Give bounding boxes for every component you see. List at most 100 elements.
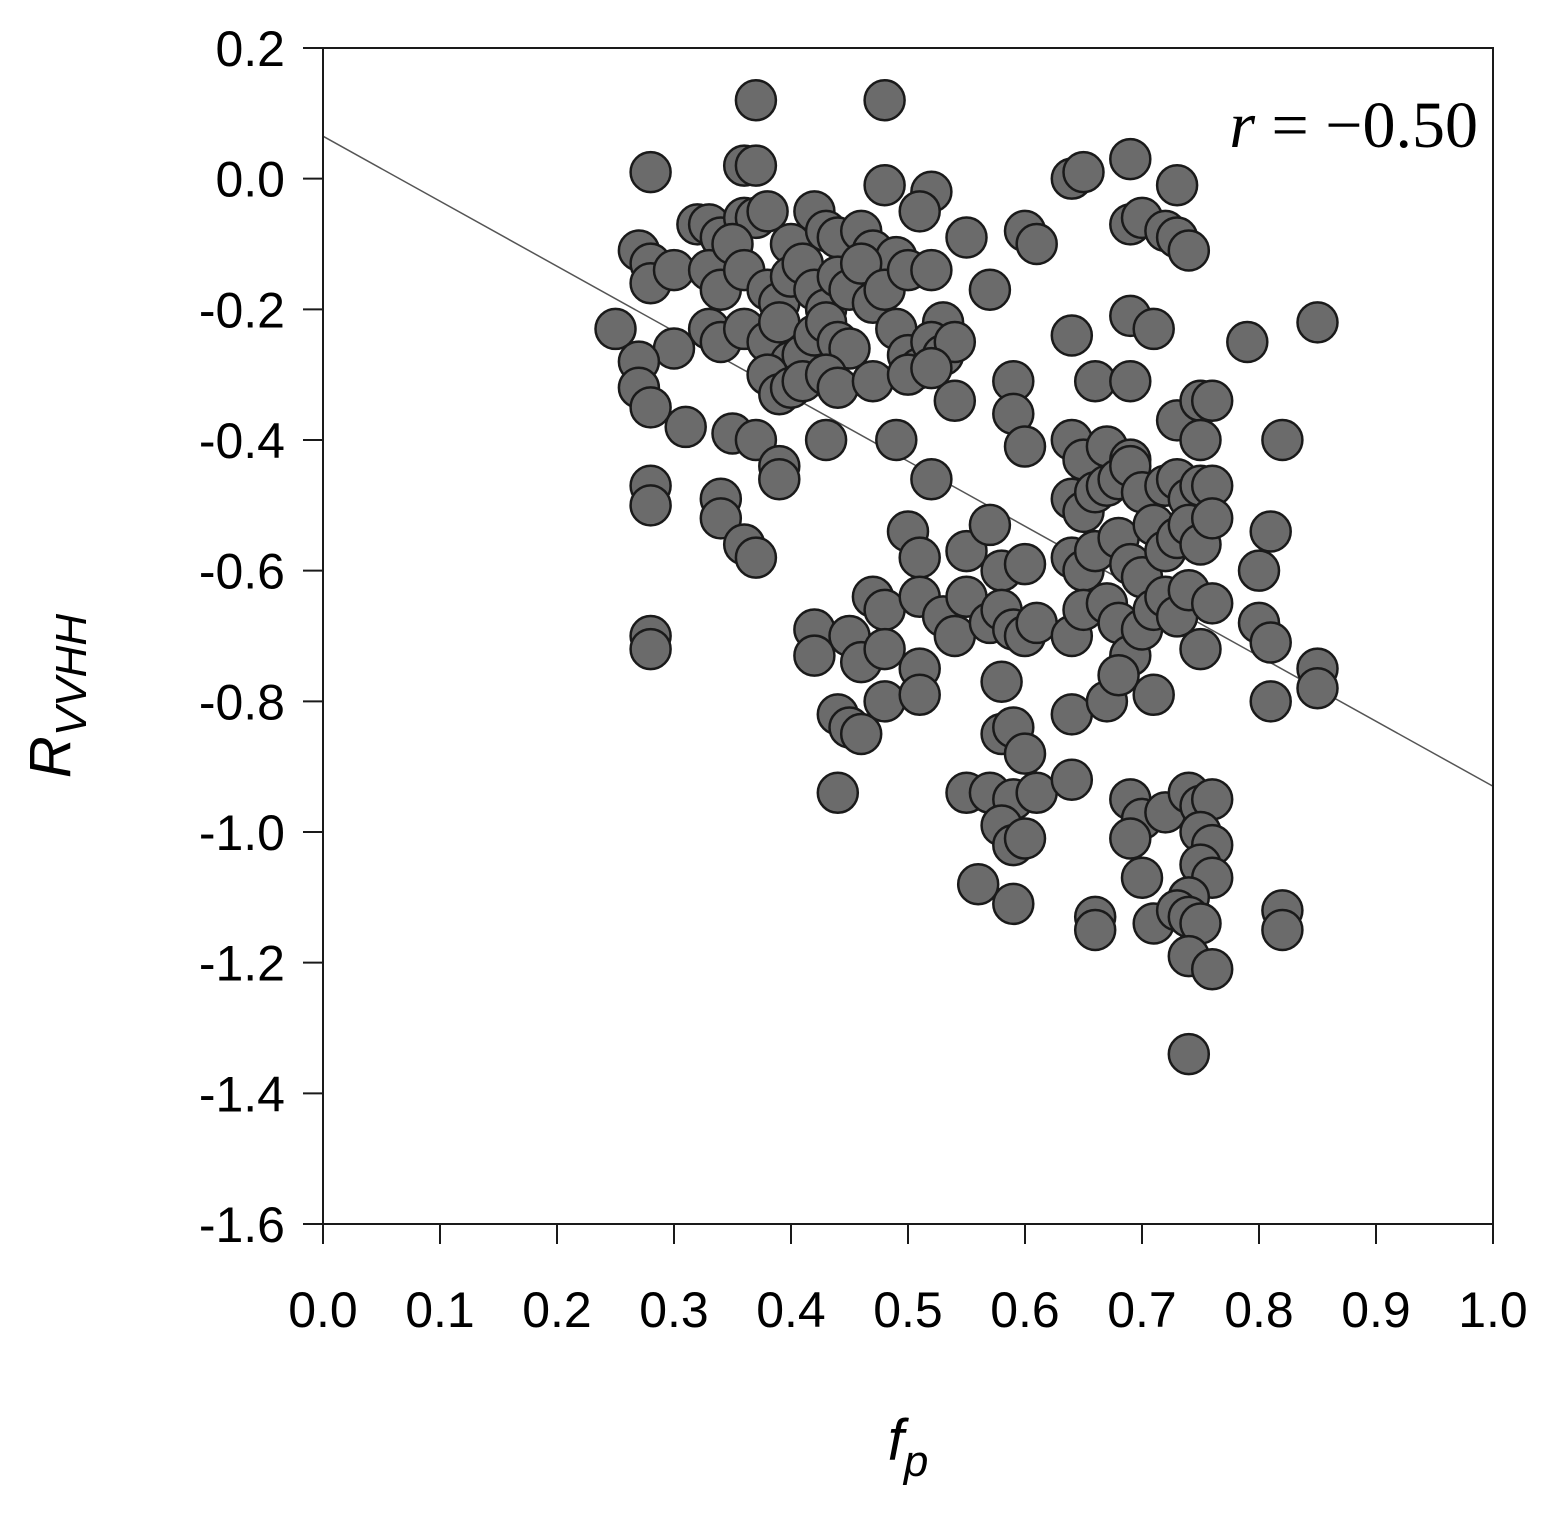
data-point: [1097, 653, 1140, 697]
x-tick-label: 1.0: [1458, 1282, 1528, 1338]
data-point: [1237, 549, 1281, 592]
data-point: [594, 307, 637, 351]
data-point: [629, 627, 672, 671]
x-tick-label: 0.7: [1107, 1282, 1177, 1338]
data-point: [1167, 1032, 1211, 1076]
y-tick-label: -0.6: [199, 544, 285, 600]
trendline-layer: [322, 135, 1494, 787]
data-point: [1226, 320, 1269, 364]
x-tick-label: 0.3: [639, 1282, 709, 1338]
data-point: [1190, 497, 1234, 540]
data-point: [863, 79, 906, 122]
x-tick-label: 0.5: [873, 1282, 943, 1338]
data-point: [863, 680, 906, 723]
x-tick-label: 0.1: [405, 1282, 475, 1338]
data-point: [1050, 314, 1094, 357]
data-point: [1261, 418, 1304, 462]
data-point: [1190, 379, 1234, 423]
data-point: [863, 163, 906, 207]
data-point: [1003, 817, 1047, 860]
data-point: [968, 268, 1012, 311]
y-axis-title-sub: VVHH: [47, 614, 96, 736]
data-point: [933, 379, 977, 423]
y-axis-title: RVVHH: [18, 614, 96, 778]
data-point: [875, 418, 918, 462]
data-point: [1155, 163, 1199, 207]
data-point: [629, 484, 672, 527]
data-point: [863, 627, 906, 671]
data-point: [734, 536, 778, 579]
data-points-layer: [594, 79, 1339, 1076]
trendline: [322, 135, 1494, 787]
data-point: [1003, 542, 1047, 586]
y-tick-label: -1.0: [199, 805, 285, 861]
data-point: [1050, 758, 1094, 801]
data-point: [945, 216, 988, 259]
data-point: [1249, 510, 1292, 553]
x-tick-label: 0.8: [1224, 1282, 1294, 1338]
data-point: [1073, 908, 1117, 952]
y-tick-label: -0.2: [199, 282, 285, 338]
data-point: [816, 771, 860, 815]
data-point: [629, 150, 672, 194]
data-point: [816, 366, 860, 409]
x-tick-label: 0.9: [1341, 1282, 1411, 1338]
data-point: [956, 863, 1000, 906]
data-point: [664, 405, 707, 449]
y-tick-label: 0.0: [215, 152, 285, 208]
data-point: [1062, 150, 1105, 194]
data-point: [758, 457, 801, 501]
data-point: [1015, 222, 1058, 266]
data-point: [793, 634, 836, 677]
x-axis-tick-labels: 0.0 0.1 0.2 0.3 0.4 0.5 0.6 0.7 0.8 0.9 1.0: [288, 1282, 1528, 1338]
data-point: [910, 346, 953, 390]
x-tick-label: 0.2: [522, 1282, 592, 1338]
data-point: [1003, 732, 1047, 775]
data-point: [1109, 137, 1152, 181]
data-point: [1296, 301, 1339, 344]
y-axis-title-main: R: [18, 736, 83, 778]
data-point: [1132, 307, 1175, 351]
data-point: [910, 248, 953, 292]
y-tick-label: -0.4: [199, 413, 285, 469]
y-tick-label: -1.6: [199, 1197, 285, 1253]
y-tick-label: 0.2: [215, 21, 285, 77]
y-axis-tick-labels: 0.2 0.0 -0.2 -0.4 -0.6 -0.8 -1.0 -1.2 -1.4 -1.6: [199, 21, 285, 1253]
data-point: [1132, 673, 1175, 717]
data-point: [1179, 627, 1222, 671]
correlation-value: = −0.50: [1255, 89, 1478, 162]
data-point: [1190, 947, 1234, 991]
data-point: [898, 190, 941, 233]
correlation-annotation: r = −0.50: [1229, 89, 1478, 162]
data-point: [734, 144, 778, 187]
y-tick-label: -0.8: [199, 674, 285, 730]
x-tick-label: 0.0: [288, 1282, 358, 1338]
data-point: [851, 359, 895, 403]
data-point: [968, 503, 1012, 547]
y-tick-label: -1.4: [199, 1066, 285, 1122]
data-point: [1120, 856, 1164, 899]
data-point: [1190, 582, 1234, 625]
x-axis-title: fp: [888, 1408, 929, 1486]
data-point: [1109, 359, 1152, 403]
data-point: [992, 882, 1035, 926]
data-point: [1249, 621, 1292, 664]
correlation-variable: r: [1229, 89, 1255, 162]
data-point: [980, 660, 1023, 703]
data-point: [898, 536, 941, 579]
data-point: [629, 386, 672, 429]
data-point: [1249, 680, 1292, 723]
x-axis-title-sub: p: [902, 1437, 928, 1486]
data-point: [1003, 425, 1047, 468]
axis-ticks: [303, 47, 1494, 1244]
data-point: [734, 79, 778, 122]
data-point: [1296, 667, 1339, 710]
data-point: [910, 457, 953, 501]
data-point: [804, 418, 848, 462]
x-tick-label: 0.4: [756, 1282, 826, 1338]
data-point: [1261, 908, 1304, 952]
data-point: [839, 712, 883, 756]
data-point: [1109, 817, 1152, 860]
data-point: [898, 673, 941, 717]
